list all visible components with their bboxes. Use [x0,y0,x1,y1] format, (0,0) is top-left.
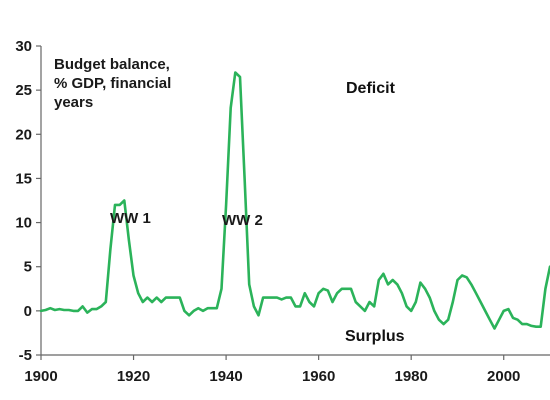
y-tick-label: 0 [24,303,32,320]
x-axis-ticks: 1900 1920 1940 1960 1980 2000 [24,355,520,385]
y-tick-label: 5 [24,259,32,276]
x-tick-label: 1940 [209,368,242,385]
y-tick-label: 10 [15,215,32,232]
surplus-label: Surplus [345,328,405,345]
ww2-label: WW 2 [222,212,263,229]
y-tick-label: 20 [15,126,32,143]
x-tick-label: 2000 [487,368,520,385]
x-tick-label: 1920 [117,368,150,385]
series-layer [39,71,550,330]
deficit-label: Deficit [346,80,396,97]
y-tick-label: 25 [15,82,32,99]
series-line-budget-balance [39,71,550,330]
x-tick-label: 1960 [302,368,335,385]
y-tick-label: 30 [15,38,32,55]
y-tick-label: 15 [15,170,32,187]
annotations: Budget balance, % GDP, financial years D… [54,56,405,345]
legend-note-line-2: % GDP, financial [54,75,171,92]
axes [40,46,550,356]
legend-note-line-3: years [54,94,93,111]
x-tick-label: 1980 [394,368,427,385]
legend-note-line-1: Budget balance, [54,56,170,73]
y-axis-ticks: -5 0 5 10 15 20 25 30 [15,38,41,364]
y-tick-label: -5 [19,347,32,364]
ww1-label: WW 1 [110,210,151,227]
x-tick-label: 1900 [24,368,57,385]
